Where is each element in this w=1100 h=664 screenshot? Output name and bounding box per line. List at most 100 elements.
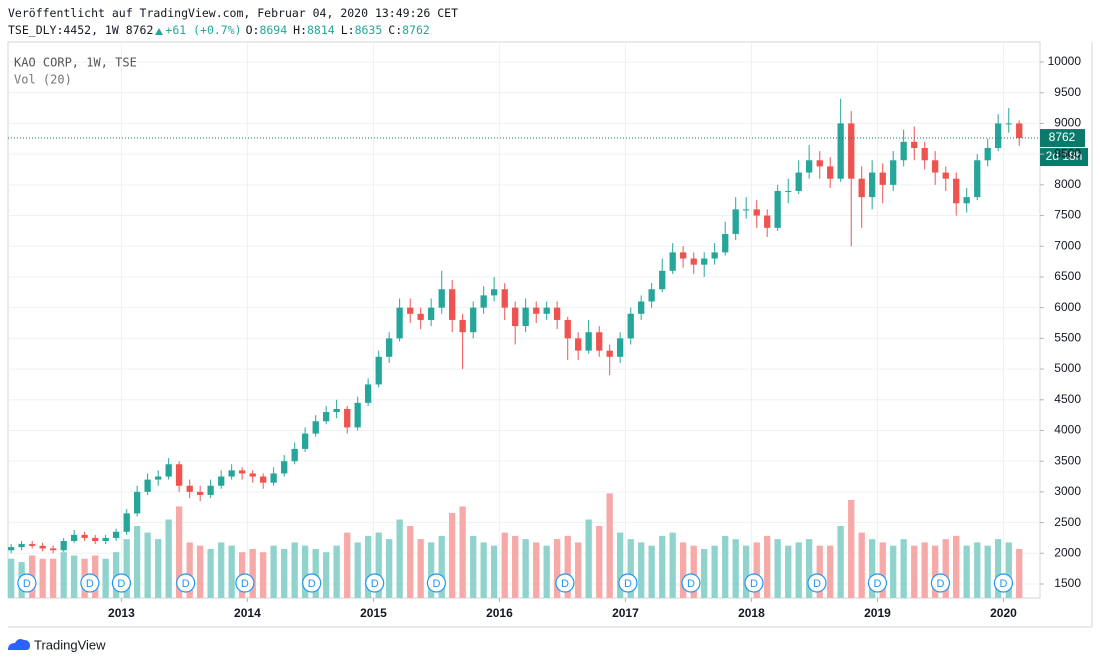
volume-bar bbox=[774, 539, 781, 598]
volume-bar bbox=[701, 548, 708, 598]
candle-body bbox=[638, 301, 645, 314]
candle-body bbox=[155, 476, 162, 480]
candle-body bbox=[375, 356, 382, 385]
candle-body bbox=[869, 172, 876, 198]
volume-bar bbox=[60, 552, 67, 598]
x-tick-label: 2018 bbox=[738, 606, 765, 620]
overlay-layer: D D D D D D D D D D D D D D D D 8762 2d 18h bbox=[8, 129, 1088, 593]
volume-bar bbox=[197, 545, 204, 598]
y-tick-label: 5000 bbox=[1054, 361, 1081, 375]
volume-bar bbox=[984, 545, 991, 598]
volume-bar bbox=[858, 532, 865, 598]
source: Veröffentlicht auf TradingView.com, Febr… bbox=[8, 6, 459, 20]
candle-body bbox=[932, 160, 939, 173]
y-tick-label: 10000 bbox=[1048, 54, 1082, 68]
field-value: 8814 bbox=[307, 23, 335, 37]
volume-bar bbox=[480, 542, 487, 598]
dividend-label: D bbox=[23, 578, 31, 590]
candle-body bbox=[354, 402, 361, 428]
x-tick-label: 2015 bbox=[360, 606, 387, 620]
volume-bar bbox=[470, 535, 477, 598]
candle-body bbox=[512, 307, 519, 327]
dividend-marker bbox=[365, 573, 385, 593]
countdown-label: 2d 18h bbox=[1046, 149, 1083, 163]
candle-body bbox=[218, 476, 225, 486]
volume-bar bbox=[837, 526, 844, 598]
volume-bar bbox=[49, 558, 57, 598]
volume-bar bbox=[490, 545, 498, 598]
candle-body bbox=[701, 258, 708, 265]
volume-bar bbox=[869, 539, 876, 598]
volume-bar bbox=[344, 532, 351, 598]
volume-bar bbox=[364, 535, 372, 598]
candle-body bbox=[459, 319, 466, 333]
candle-body bbox=[291, 448, 298, 462]
candle-body bbox=[732, 209, 739, 234]
volume-bar bbox=[312, 548, 319, 598]
chart-title: KAO CORP, 1W, TSE bbox=[14, 56, 137, 70]
volume-bar bbox=[396, 519, 403, 598]
volume-bar bbox=[827, 545, 834, 598]
volume-bar bbox=[71, 555, 78, 598]
candle-body bbox=[711, 252, 718, 259]
candle-body bbox=[827, 166, 834, 179]
candle-body bbox=[8, 547, 15, 551]
volume-bar bbox=[553, 539, 561, 598]
dividend-marker bbox=[618, 573, 638, 593]
candle-body bbox=[238, 470, 246, 474]
header-quote-row: TSE_DLY:4452, 1W 8762 +61 (+0.7%) O:8694… bbox=[8, 22, 458, 39]
volume-bar bbox=[449, 512, 456, 598]
candle-body bbox=[522, 307, 529, 327]
volume-bar bbox=[218, 542, 225, 598]
y-tick-label: 8500 bbox=[1054, 146, 1081, 160]
dividend-label: D bbox=[182, 578, 190, 590]
candle-body bbox=[690, 258, 697, 265]
countdown-box bbox=[1040, 148, 1088, 167]
field-value: 8762 bbox=[402, 23, 430, 37]
candle-body bbox=[764, 215, 771, 228]
dividend-label: D bbox=[813, 578, 821, 590]
candle-body bbox=[785, 190, 792, 192]
y-tick-label: 1500 bbox=[1054, 576, 1081, 590]
candle-body bbox=[470, 307, 477, 333]
volume-bar bbox=[848, 499, 855, 598]
candle-body bbox=[333, 408, 340, 413]
volume-bar bbox=[732, 539, 739, 598]
candle-body bbox=[596, 332, 603, 351]
volume-bar bbox=[627, 539, 634, 598]
candle-body bbox=[543, 307, 550, 314]
x-tick-label: 2016 bbox=[486, 606, 513, 620]
volume-bar bbox=[417, 539, 424, 598]
candle-body bbox=[344, 408, 351, 428]
dividend-marker bbox=[17, 573, 37, 593]
candle-body bbox=[890, 160, 897, 185]
dividend-label: D bbox=[371, 578, 379, 590]
field-label: C: bbox=[388, 23, 403, 37]
candle-body bbox=[323, 412, 330, 422]
volume-bar bbox=[249, 548, 256, 598]
candle-body bbox=[364, 384, 372, 403]
volume-bar bbox=[669, 532, 676, 598]
dividend-marker bbox=[555, 573, 575, 593]
field-label: O: bbox=[245, 23, 260, 37]
y-tick-label: 6000 bbox=[1054, 300, 1081, 314]
volume-bar bbox=[427, 542, 435, 598]
candle-body bbox=[753, 209, 760, 216]
volume-bar bbox=[386, 539, 393, 598]
candle-body bbox=[197, 491, 204, 495]
candle-body bbox=[301, 433, 309, 449]
volume-bar bbox=[953, 535, 960, 598]
volume-bar bbox=[175, 506, 183, 598]
field-value: 8694 bbox=[259, 23, 288, 37]
x-tick-label: 2014 bbox=[234, 606, 261, 620]
volume-bar bbox=[543, 545, 550, 598]
candle-body bbox=[564, 319, 571, 339]
candle-body bbox=[816, 160, 823, 167]
volume-bar bbox=[165, 519, 172, 598]
volume-bar bbox=[270, 545, 277, 598]
candle-body bbox=[427, 307, 435, 320]
x-tick-label: 2019 bbox=[864, 606, 891, 620]
candle-body bbox=[858, 178, 865, 198]
volume-bar bbox=[974, 542, 981, 598]
